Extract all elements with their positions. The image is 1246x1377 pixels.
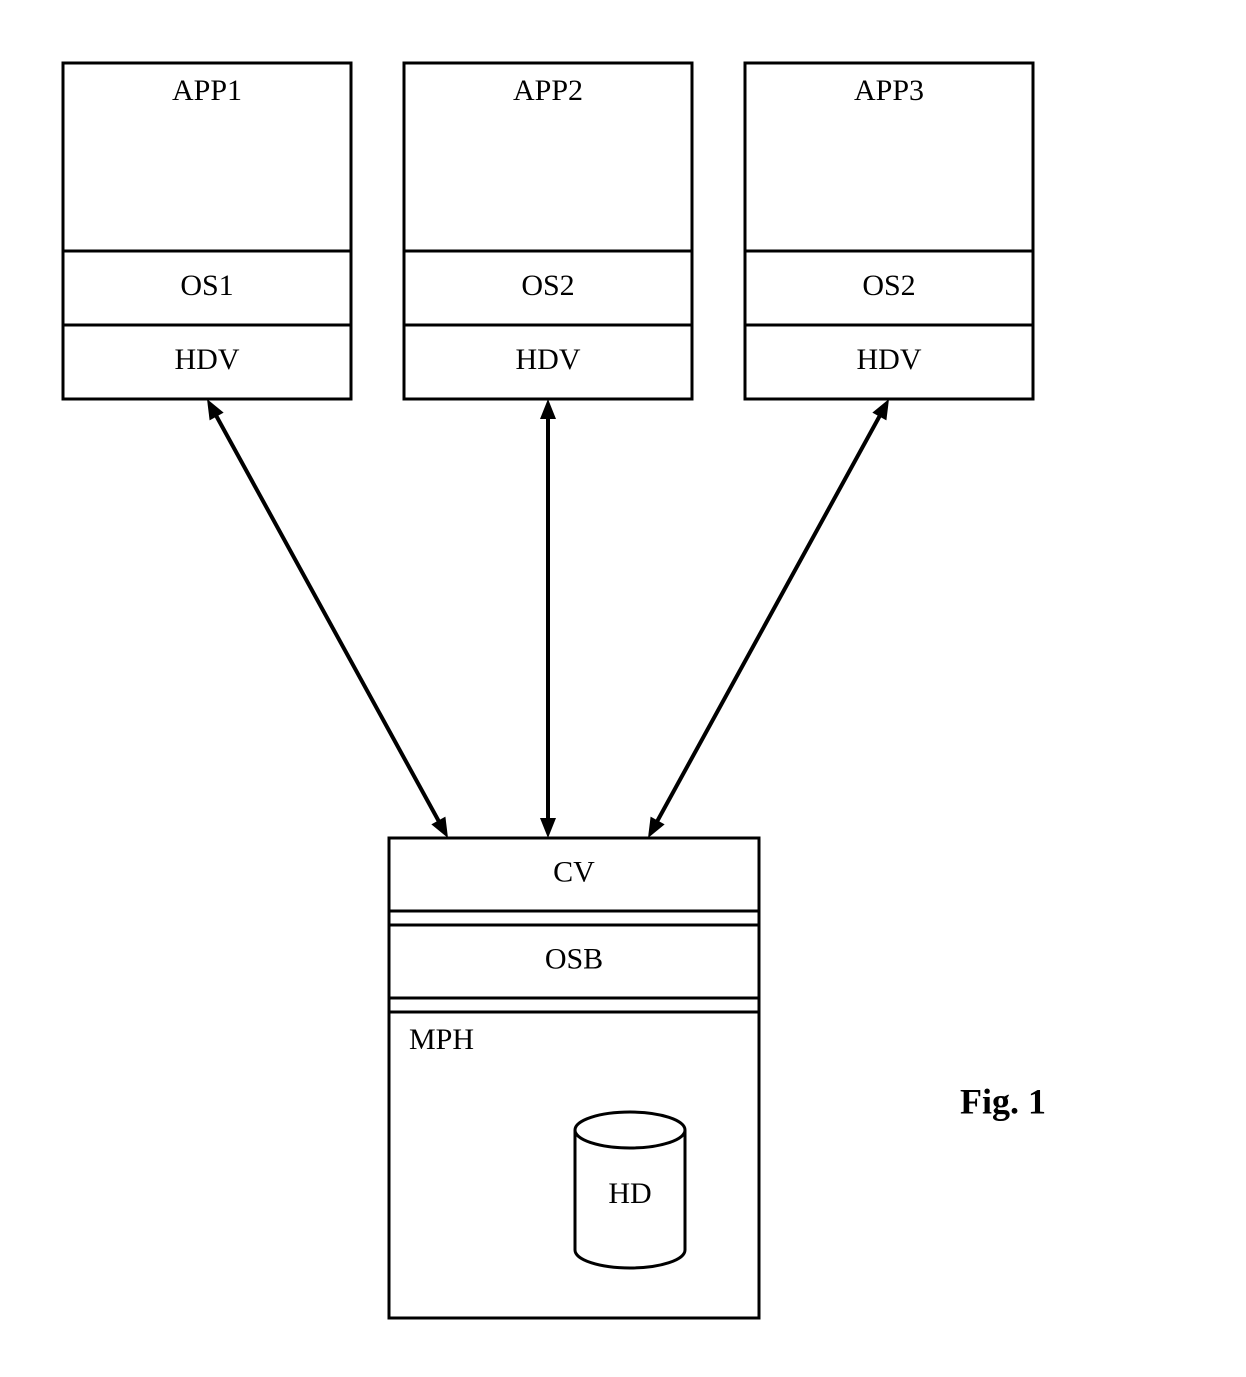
arrow-0: [207, 399, 448, 838]
block3: APP3 OS2 HDV: [745, 63, 1033, 399]
arrow-0-head-a: [207, 399, 224, 420]
hd-cylinder: HD: [575, 1112, 685, 1268]
block3-row-1-label: OS2: [862, 269, 915, 302]
figure-caption: Fig. 1: [960, 1081, 1046, 1121]
arrow-1-head-a: [540, 399, 556, 419]
bottom-row-1-label: OSB: [545, 942, 603, 975]
arrow-2: [648, 399, 889, 838]
arrow-1: [540, 399, 556, 838]
block1-row-1-label: OS1: [180, 269, 233, 302]
arrow-2-line: [654, 410, 883, 828]
hd-top: [575, 1112, 685, 1148]
block2: APP2 OS2 HDV: [404, 63, 692, 399]
arrow-0-head-b: [431, 817, 448, 838]
block3-row-0-label: APP3: [854, 74, 924, 107]
block2-row-2-label: HDV: [516, 343, 581, 376]
block1-row-2-label: HDV: [175, 343, 240, 376]
bottom-row-0-label: CV: [553, 855, 595, 888]
arrow-2-head-b: [648, 817, 665, 838]
arrow-1-head-b: [540, 818, 556, 838]
arrow-2-head-a: [872, 399, 889, 420]
block3-row-2-label: HDV: [857, 343, 922, 376]
arrow-0-line: [213, 410, 442, 828]
bottom-row-2-label: MPH: [409, 1023, 474, 1056]
block2-row-0-label: APP2: [513, 74, 583, 107]
block2-row-1-label: OS2: [521, 269, 574, 302]
block1: APP1 OS1 HDV: [63, 63, 351, 399]
block1-row-0-label: APP1: [172, 74, 242, 107]
hd-label: HD: [608, 1177, 651, 1210]
